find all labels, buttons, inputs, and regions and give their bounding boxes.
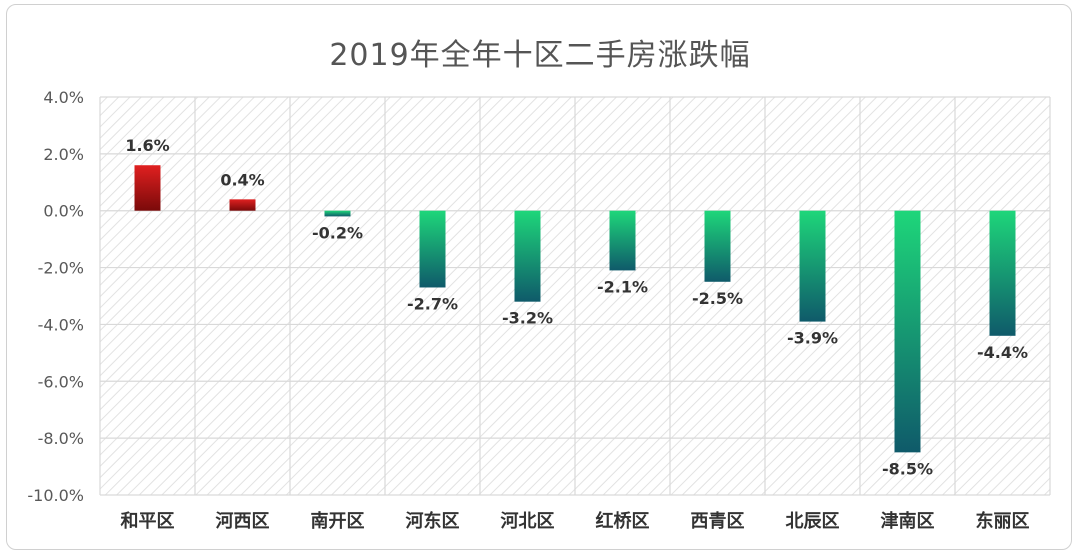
bar-4 xyxy=(419,210,446,288)
data-label: 0.4% xyxy=(220,170,264,189)
x-category-label: 北辰区 xyxy=(786,511,840,532)
grid-lines xyxy=(99,96,1051,496)
y-tick-label: -2.0% xyxy=(38,259,84,278)
y-tick-label: -6.0% xyxy=(38,372,84,391)
x-category-label: 东丽区 xyxy=(976,510,1030,532)
data-label: -2.5% xyxy=(692,289,743,308)
y-tick-label: 0.0% xyxy=(43,202,84,221)
x-category-label: 河东区 xyxy=(406,510,460,532)
y-tick-label: 4.0% xyxy=(43,88,84,107)
data-labels: 1.6% 0.4% -0.2% -2.7% -3.2% -2.1% -2.5% -3.9% -8… xyxy=(125,136,1028,478)
y-axis-ticks: -10.0% -8.0% -6.0% -4.0% -2.0% 0.0% 2.0% 4.0% xyxy=(27,88,84,505)
bar-6 xyxy=(609,210,636,271)
data-label: -2.1% xyxy=(597,277,648,296)
y-tick-label: 2.0% xyxy=(43,145,84,164)
bar-3 xyxy=(324,210,351,217)
bar-9 xyxy=(894,210,921,453)
bar-8 xyxy=(799,210,826,322)
y-tick-label: -4.0% xyxy=(38,315,84,334)
bars xyxy=(134,165,1016,453)
bar-1 xyxy=(134,165,161,211)
data-label: -2.7% xyxy=(407,294,458,313)
data-label: -0.2% xyxy=(312,223,363,242)
y-tick-label: -10.0% xyxy=(27,486,84,505)
x-category-label: 红桥区 xyxy=(596,510,650,532)
bar-10 xyxy=(989,210,1016,336)
bar-2 xyxy=(229,199,256,211)
x-category-label: 和平区 xyxy=(121,511,175,532)
data-label: -3.2% xyxy=(502,309,553,328)
data-label: -4.4% xyxy=(977,343,1028,362)
y-tick-label: -8.0% xyxy=(38,429,84,448)
data-label: -3.9% xyxy=(787,329,838,348)
chart-title: 2019年全年十区二手房涨跌幅 xyxy=(329,38,751,73)
x-category-label: 津南区 xyxy=(881,510,935,532)
x-category-label: 河北区 xyxy=(501,511,555,532)
data-label: 1.6% xyxy=(125,136,169,155)
data-label: -8.5% xyxy=(882,459,933,478)
x-category-label: 南开区 xyxy=(311,510,365,532)
bar-7 xyxy=(704,210,731,282)
x-category-label: 河西区 xyxy=(216,511,270,532)
bar-5 xyxy=(514,210,541,302)
x-category-label: 西青区 xyxy=(691,511,745,532)
x-axis-labels: 和平区 河西区 南开区 河东区 河北区 红桥区 西青区 北辰区 津南区 东丽区 xyxy=(121,510,1030,532)
